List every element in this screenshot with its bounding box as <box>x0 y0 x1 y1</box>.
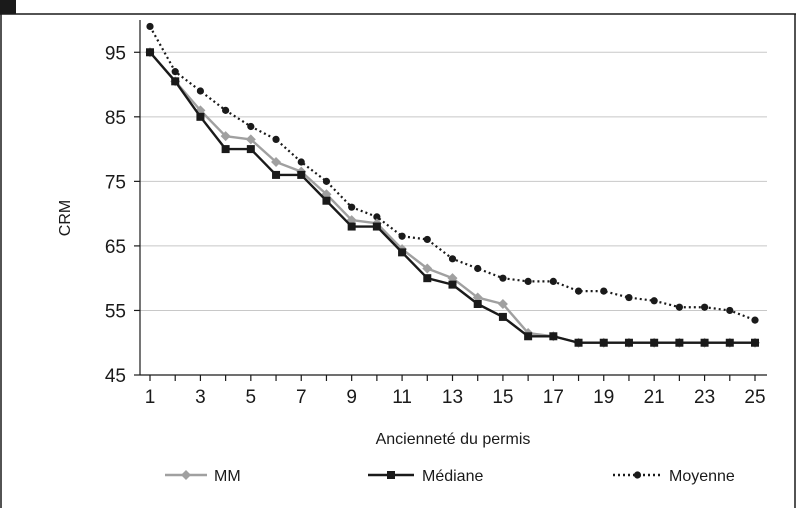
data-point-moyenne-8 <box>322 177 331 185</box>
data-point-moyenne-18 <box>574 287 583 295</box>
legend-marker-moyenne <box>633 471 642 479</box>
data-point-m-diane-15 <box>498 312 507 321</box>
data-point-moyenne-24 <box>726 306 734 315</box>
x-tick-label-15: 15 <box>492 387 513 408</box>
legend-item-moyenne: Moyenne <box>613 468 735 485</box>
data-point-moyenne-14 <box>474 264 482 273</box>
x-tick-label-5: 5 <box>246 387 257 408</box>
x-tick-label-11: 11 <box>392 387 412 408</box>
legend-marker-m-diane <box>387 471 395 479</box>
series-mm <box>145 47 760 348</box>
data-point-m-diane-6 <box>272 170 281 179</box>
data-point-m-diane-24 <box>725 338 734 347</box>
x-tick-label-17: 17 <box>543 387 564 408</box>
data-point-m-diane-1 <box>146 48 154 57</box>
data-point-moyenne-22 <box>675 303 683 311</box>
series-line-mm <box>149 51 755 344</box>
data-point-m-diane-25 <box>751 338 759 347</box>
data-point-moyenne-2 <box>171 68 179 76</box>
series-line-m-diane <box>149 51 755 344</box>
data-point-moyenne-9 <box>348 203 356 211</box>
data-point-m-diane-16 <box>524 332 533 341</box>
y-tick-label-65: 65 <box>105 237 126 258</box>
data-point-m-diane-23 <box>700 338 709 347</box>
data-point-moyenne-3 <box>196 87 205 95</box>
data-point-mm-6 <box>271 157 282 167</box>
data-point-m-diane-8 <box>322 196 331 205</box>
series-moyenne <box>146 22 759 324</box>
data-point-mm-4 <box>220 131 231 142</box>
data-point-moyenne-1 <box>146 22 154 31</box>
data-point-moyenne-20 <box>625 293 633 302</box>
data-point-moyenne-16 <box>524 277 532 286</box>
data-point-m-diane-19 <box>599 338 608 347</box>
legend-label-m-diane: Médiane <box>422 468 483 485</box>
legend-label-moyenne: Moyenne <box>669 468 735 485</box>
data-point-m-diane-17 <box>549 332 558 341</box>
series-m-diane <box>146 48 759 347</box>
data-point-m-diane-5 <box>246 145 255 154</box>
data-point-m-diane-20 <box>624 338 633 347</box>
x-tick-label-7: 7 <box>296 387 307 408</box>
data-point-m-diane-13 <box>448 280 457 289</box>
y-tick-label-55: 55 <box>105 301 126 322</box>
data-point-moyenne-12 <box>423 235 431 244</box>
axes <box>139 20 767 376</box>
data-point-moyenne-23 <box>700 303 709 311</box>
data-point-m-diane-11 <box>398 248 407 257</box>
data-point-m-diane-18 <box>574 338 583 347</box>
y-axis-ticks: 45 55 65 75 85 95 <box>105 43 140 387</box>
data-point-moyenne-4 <box>222 106 230 114</box>
x-tick-label-13: 13 <box>442 387 463 408</box>
data-point-mm-12 <box>422 263 433 274</box>
data-point-m-diane-22 <box>675 338 684 347</box>
grid-lines <box>140 51 767 311</box>
data-point-moyenne-7 <box>297 158 305 166</box>
data-point-moyenne-17 <box>549 277 557 286</box>
x-axis-title: Ancienneté du permis <box>376 431 531 448</box>
y-axis-title: CRM <box>57 200 74 236</box>
data-point-m-diane-3 <box>196 112 205 121</box>
data-point-m-diane-7 <box>297 170 306 179</box>
data-point-moyenne-21 <box>650 297 658 305</box>
data-point-mm-5 <box>245 134 256 145</box>
legend-item-m-diane: Médiane <box>368 468 483 485</box>
data-point-m-diane-14 <box>473 300 482 308</box>
x-tick-label-23: 23 <box>694 387 715 408</box>
x-tick-label-21: 21 <box>644 387 665 408</box>
data-point-m-diane-2 <box>171 77 180 86</box>
x-tick-label-19: 19 <box>593 387 614 408</box>
data-point-m-diane-21 <box>650 338 659 347</box>
x-tick-label-1: 1 <box>145 387 156 408</box>
series-group <box>145 22 760 348</box>
data-point-m-diane-4 <box>221 145 230 154</box>
x-tick-label-3: 3 <box>195 387 206 408</box>
data-point-moyenne-15 <box>499 274 507 282</box>
y-tick-label-45: 45 <box>105 366 126 387</box>
data-point-m-diane-12 <box>423 274 432 283</box>
data-point-moyenne-5 <box>247 122 255 131</box>
data-point-moyenne-11 <box>398 232 406 240</box>
y-tick-label-75: 75 <box>105 172 126 193</box>
y-tick-label-85: 85 <box>105 108 126 129</box>
data-point-m-diane-9 <box>347 222 356 231</box>
x-tick-label-9: 9 <box>346 387 357 408</box>
legend-marker-mm <box>181 470 191 480</box>
legend: MM Médiane Moyenne <box>165 468 735 485</box>
x-tick-label-25: 25 <box>744 387 765 408</box>
legend-label-mm: MM <box>214 468 241 485</box>
corner-block <box>0 0 16 14</box>
data-point-moyenne-19 <box>600 287 608 295</box>
data-point-moyenne-10 <box>373 213 381 221</box>
y-tick-label-95: 95 <box>105 43 126 64</box>
data-point-m-diane-10 <box>372 222 381 231</box>
data-point-mm-15 <box>497 299 508 309</box>
data-point-moyenne-6 <box>272 135 280 144</box>
data-point-moyenne-13 <box>448 255 457 263</box>
data-point-moyenne-25 <box>751 316 759 324</box>
legend-item-mm: MM <box>165 468 241 485</box>
x-axis-ticks: 1 3 5 7 9 11 13 15 17 19 21 23 25 <box>145 375 766 408</box>
